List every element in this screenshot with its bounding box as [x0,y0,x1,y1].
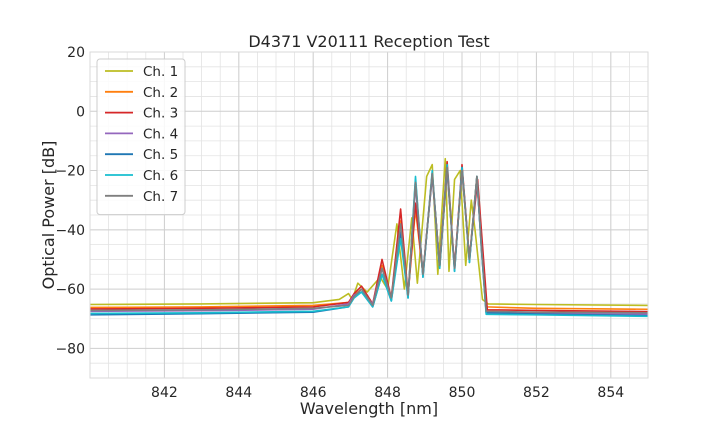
y-tick-label: −80 [55,341,85,357]
legend: Ch. 1 Ch. 2 Ch. 3 Ch. 4 Ch. 5 Ch. 6 Ch. 7 [96,58,186,216]
axes: 842 844 846 848 850 852 854 −80 −60 −40 −20 0 20 [55,45,649,401]
y-tick-label: −40 [55,223,85,239]
legend-label: Ch. 1 [143,64,178,80]
legend-label: Ch. 3 [143,106,178,122]
x-tick-label: 854 [597,385,624,401]
x-tick-label: 852 [523,385,550,401]
legend-label: Ch. 5 [143,147,178,163]
y-tick-label: 20 [67,45,85,61]
y-tick-label: −20 [55,164,85,180]
x-tick-label: 844 [225,385,252,401]
x-tick-label: 842 [151,385,178,401]
legend-label: Ch. 4 [143,126,178,142]
legend-label: Ch. 2 [143,85,178,101]
x-tick-label: 850 [449,385,476,401]
y-tick-label: 0 [76,104,85,120]
legend-label: Ch. 7 [143,189,178,205]
y-axis-title: Optical Power [dB] [39,141,58,290]
x-tick-label: 848 [374,385,401,401]
plot-frame [89,51,649,379]
series-line-7 [90,166,648,314]
legend-label: Ch. 6 [143,168,178,184]
chart-title: D4371 V20111 Reception Test [248,32,489,51]
x-tick-label: 846 [300,385,327,401]
series-layer [90,157,648,318]
y-tick-label: −60 [55,282,85,298]
x-axis-title: Wavelength [nm] [300,399,438,418]
